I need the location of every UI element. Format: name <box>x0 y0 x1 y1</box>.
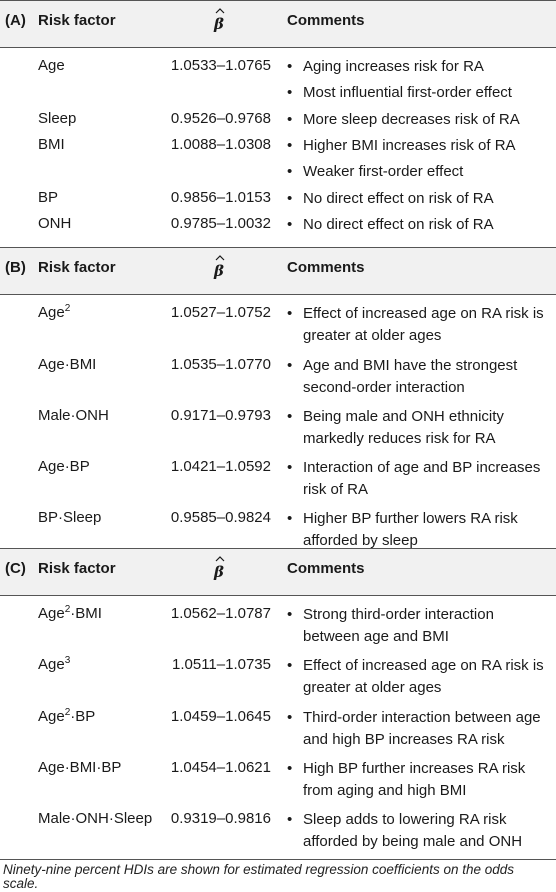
hdi-range: 0.9319–0.9816 <box>170 810 271 827</box>
comment-text: Interaction of age and BP increases risk… <box>303 459 541 498</box>
comment-text: Aging increases risk for RA <box>303 58 484 75</box>
comment-text: Effect of increased age on RA risk is gr… <box>303 657 544 696</box>
risk-factor-name: Age·BP <box>38 458 90 475</box>
beta-hat-symbol: β <box>213 255 225 280</box>
comment-text: Strong third-order interaction between a… <box>303 606 494 645</box>
beta-hat-symbol: β <box>213 8 225 33</box>
table-footnote: Ninety-nine percent HDIs are shown for e… <box>3 862 515 891</box>
comment-text: No direct effect on risk of RA <box>303 190 494 207</box>
risk-factor-name: Age2 <box>38 303 71 322</box>
comment-text: Age and BMI have the strongest second-or… <box>303 357 518 396</box>
risk-factor-name: Male·ONH <box>38 407 109 424</box>
hdi-range: 0.9526–0.9768 <box>170 110 271 127</box>
risk-factor-name: Age2·BP <box>38 707 96 726</box>
hdi-range: 1.0088–1.0308 <box>170 136 271 153</box>
risk-factor-name: Male·ONH·Sleep <box>38 810 153 827</box>
risk-factor-name: BP <box>38 189 59 206</box>
hdi-range: 0.9856–1.0153 <box>170 189 271 206</box>
comment-text: Being male and ONH ethnicity markedly re… <box>303 408 504 447</box>
table-bottom-rule <box>0 859 556 860</box>
risk-factor-name: Age·BMI·BP <box>38 759 122 776</box>
hdi-range: 1.0454–1.0621 <box>170 759 271 776</box>
hdi-range: 1.0511–1.0735 <box>172 656 271 673</box>
hdi-range: 1.0421–1.0592 <box>170 458 271 475</box>
comment-text: More sleep decreases risk of RA <box>303 111 520 128</box>
risk-factor-header: Risk factor <box>38 259 116 276</box>
section-header-a: (A) Risk factor β Comments <box>0 0 556 48</box>
risk-factor-name: Age <box>38 57 65 74</box>
risk-factor-name: Age2·BMI <box>38 604 102 623</box>
hdi-range: 1.0535–1.0770 <box>170 356 271 373</box>
comment-text: Weaker first-order effect <box>303 163 464 180</box>
comment-text: Sleep adds to lowering RA risk afforded … <box>303 811 523 850</box>
comment-text: Effect of increased age on RA risk is gr… <box>303 305 544 344</box>
comments-header: Comments <box>287 560 365 577</box>
svg-text:β: β <box>213 15 224 33</box>
risk-factor-header: Risk factor <box>38 560 116 577</box>
hdi-range: 1.0562–1.0787 <box>170 605 271 622</box>
comment-text: High BP further increases RA risk from a… <box>303 760 526 799</box>
risk-factor-name: ONH <box>38 215 72 232</box>
comment-text: Third-order interaction between age and … <box>303 709 541 748</box>
section-header-c: (C) Risk factor β Comments <box>0 548 556 596</box>
section-label: (C) <box>5 560 26 577</box>
comment-text: Higher BP further lowers RA risk afforde… <box>303 510 518 549</box>
hdi-range: 0.9785–1.0032 <box>170 215 271 232</box>
comment-text: Higher BMI increases risk of RA <box>303 137 516 154</box>
risk-factor-name: BMI <box>38 136 65 153</box>
risk-factor-name: Age3 <box>38 655 71 674</box>
comments-header: Comments <box>287 259 365 276</box>
section-label: (A) <box>5 12 26 29</box>
comment-text: No direct effect on risk of RA <box>303 216 494 233</box>
hdi-range: 0.9171–0.9793 <box>170 407 271 424</box>
risk-factor-header: Risk factor <box>38 12 116 29</box>
hdi-range: 1.0459–1.0645 <box>170 708 271 725</box>
comments-header: Comments <box>287 12 365 29</box>
risk-factor-name: BP·Sleep <box>38 509 102 526</box>
svg-text:β: β <box>213 262 224 280</box>
section-label: (B) <box>5 259 26 276</box>
section-header-b: (B) Risk factor β Comments <box>0 247 556 295</box>
svg-text:β: β <box>213 563 224 581</box>
risk-factor-name: Age·BMI <box>38 356 97 373</box>
comment-text: Most influential first-order effect <box>303 84 512 101</box>
hdi-range: 1.0527–1.0752 <box>170 304 271 321</box>
hdi-range: 0.9585–0.9824 <box>170 509 271 526</box>
beta-hat-symbol: β <box>213 556 225 581</box>
risk-factor-name: Sleep <box>38 110 77 127</box>
hdi-range: 1.0533–1.0765 <box>170 57 271 74</box>
